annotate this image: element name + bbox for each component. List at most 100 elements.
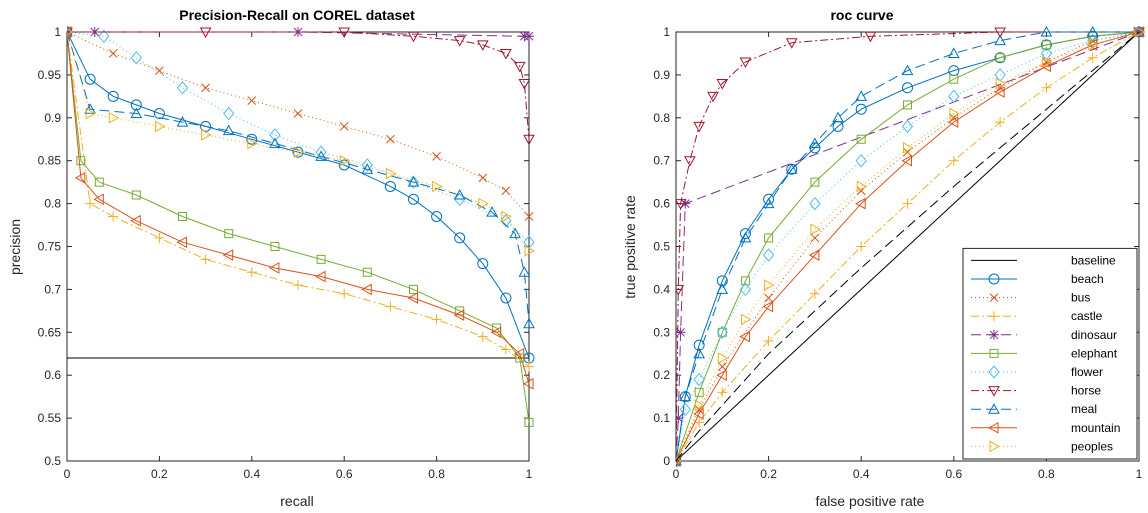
x-tick-label: 1 bbox=[526, 467, 533, 481]
data-point-castle bbox=[431, 314, 442, 325]
data-point-meal bbox=[486, 206, 498, 217]
data-point-elephant bbox=[270, 242, 280, 251]
data-point-castle bbox=[694, 417, 705, 428]
data-point-peoples bbox=[1041, 56, 1053, 68]
chart-title: roc curve bbox=[830, 7, 893, 23]
data-point-meal bbox=[1040, 26, 1053, 37]
data-point-peoples bbox=[524, 244, 535, 257]
data-point-elephant bbox=[903, 100, 912, 110]
x-tick-label: 0.6 bbox=[945, 467, 962, 481]
y-tick-label: 1 bbox=[54, 25, 61, 39]
data-point-castle bbox=[293, 280, 303, 291]
data-point-peoples bbox=[903, 141, 914, 154]
data-point-mountain bbox=[268, 262, 280, 274]
data-point-elephant bbox=[362, 267, 372, 277]
data-point-beach bbox=[384, 180, 396, 192]
data-point-mountain bbox=[222, 249, 234, 261]
data-point-flower bbox=[679, 402, 691, 417]
data-point-castle bbox=[948, 155, 959, 166]
series-line-castle bbox=[676, 31, 1140, 462]
data-point-meal bbox=[901, 64, 914, 76]
data-point-castle bbox=[477, 331, 488, 342]
data-point-dinosaur bbox=[676, 413, 684, 424]
x-axis-label: recall bbox=[280, 493, 313, 509]
legend-label-mountain: mountain bbox=[1071, 421, 1120, 435]
data-point-elephant bbox=[1041, 40, 1051, 50]
data-point-mountain bbox=[513, 347, 525, 360]
data-point-bus bbox=[501, 186, 511, 196]
data-point-elephant bbox=[764, 233, 774, 243]
y-tick-label: 0.8 bbox=[653, 111, 670, 125]
data-point-peoples bbox=[810, 223, 821, 236]
series-line-elephant bbox=[676, 31, 1140, 462]
data-point-elephant bbox=[524, 417, 534, 427]
data-point-peoples bbox=[67, 28, 74, 36]
data-point-meal bbox=[809, 137, 821, 149]
plot-area bbox=[66, 31, 530, 462]
data-point-meal bbox=[947, 47, 960, 58]
data-point-mountain bbox=[93, 193, 104, 206]
y-tick-label: 0.75 bbox=[38, 240, 62, 254]
precision-recall-chart: Precision-Recall on COREL dataset recall… bbox=[7, 7, 535, 509]
series-line-reference bbox=[676, 31, 1140, 462]
data-point-bus bbox=[764, 293, 773, 303]
y-tick-label: 0.9 bbox=[44, 111, 61, 125]
data-point-beach bbox=[130, 99, 142, 111]
series-line-mountain bbox=[676, 31, 1140, 462]
data-point-flower bbox=[269, 128, 281, 142]
y-tick-label: 0.55 bbox=[38, 411, 62, 425]
data-point-dinosaur bbox=[524, 31, 534, 42]
legend-marker-castle bbox=[989, 311, 999, 322]
legend-marker-peoples bbox=[989, 440, 1001, 453]
data-point-horse bbox=[739, 57, 752, 69]
data-point-peoples bbox=[154, 120, 166, 133]
y-tick-label: 0.6 bbox=[44, 368, 61, 382]
data-point-bus bbox=[810, 233, 820, 243]
y-tick-label: 1 bbox=[663, 25, 670, 39]
data-point-peoples bbox=[108, 111, 120, 124]
data-point-flower bbox=[176, 80, 189, 95]
data-point-meal bbox=[679, 390, 692, 402]
data-point-horse bbox=[716, 78, 729, 90]
data-point-meal bbox=[855, 90, 868, 101]
data-point-bus bbox=[108, 49, 118, 58]
data-point-mountain bbox=[74, 172, 86, 184]
data-point-meal bbox=[67, 26, 73, 37]
data-point-peoples bbox=[740, 313, 752, 326]
legend-marker-elephant bbox=[989, 348, 999, 358]
x-tick-label: 1 bbox=[1136, 467, 1143, 481]
y-tick-label: 0.1 bbox=[653, 411, 670, 425]
data-point-meal bbox=[361, 163, 374, 174]
data-point-bus bbox=[524, 212, 534, 221]
data-point-beach bbox=[338, 159, 350, 171]
legend-marker-dinosaur bbox=[989, 329, 999, 340]
data-point-castle bbox=[500, 344, 511, 355]
data-point-bus bbox=[432, 152, 441, 161]
data-point-flower bbox=[809, 196, 821, 211]
data-point-bus bbox=[201, 83, 210, 93]
x-axis-label: false positive rate bbox=[816, 493, 925, 509]
data-point-mountain bbox=[130, 214, 141, 227]
y-tick-label: 0.85 bbox=[38, 154, 62, 168]
data-point-castle bbox=[85, 198, 96, 209]
data-point-flower bbox=[454, 192, 466, 207]
data-point-peoples bbox=[764, 279, 775, 291]
data-point-elephant bbox=[856, 134, 866, 144]
data-point-flower bbox=[407, 175, 420, 189]
data-point-castle bbox=[902, 198, 913, 209]
y-tick-label: 0.5 bbox=[44, 454, 61, 468]
series-group bbox=[676, 26, 1145, 467]
legend-label-dinosaur: dinosaur bbox=[1071, 328, 1117, 342]
data-point-dinosaur bbox=[676, 327, 686, 338]
data-point-beach bbox=[200, 120, 212, 132]
series-line-meal bbox=[676, 31, 1139, 462]
legend-label-horse: horse bbox=[1071, 384, 1101, 398]
y-tick-label: 0.7 bbox=[653, 154, 670, 168]
data-point-beach bbox=[693, 339, 705, 351]
data-point-meal bbox=[315, 150, 327, 161]
x-tick-label: 0 bbox=[673, 467, 680, 481]
legend-label-castle: castle bbox=[1071, 309, 1103, 323]
data-point-horse bbox=[676, 199, 687, 210]
data-point-castle bbox=[200, 254, 211, 265]
